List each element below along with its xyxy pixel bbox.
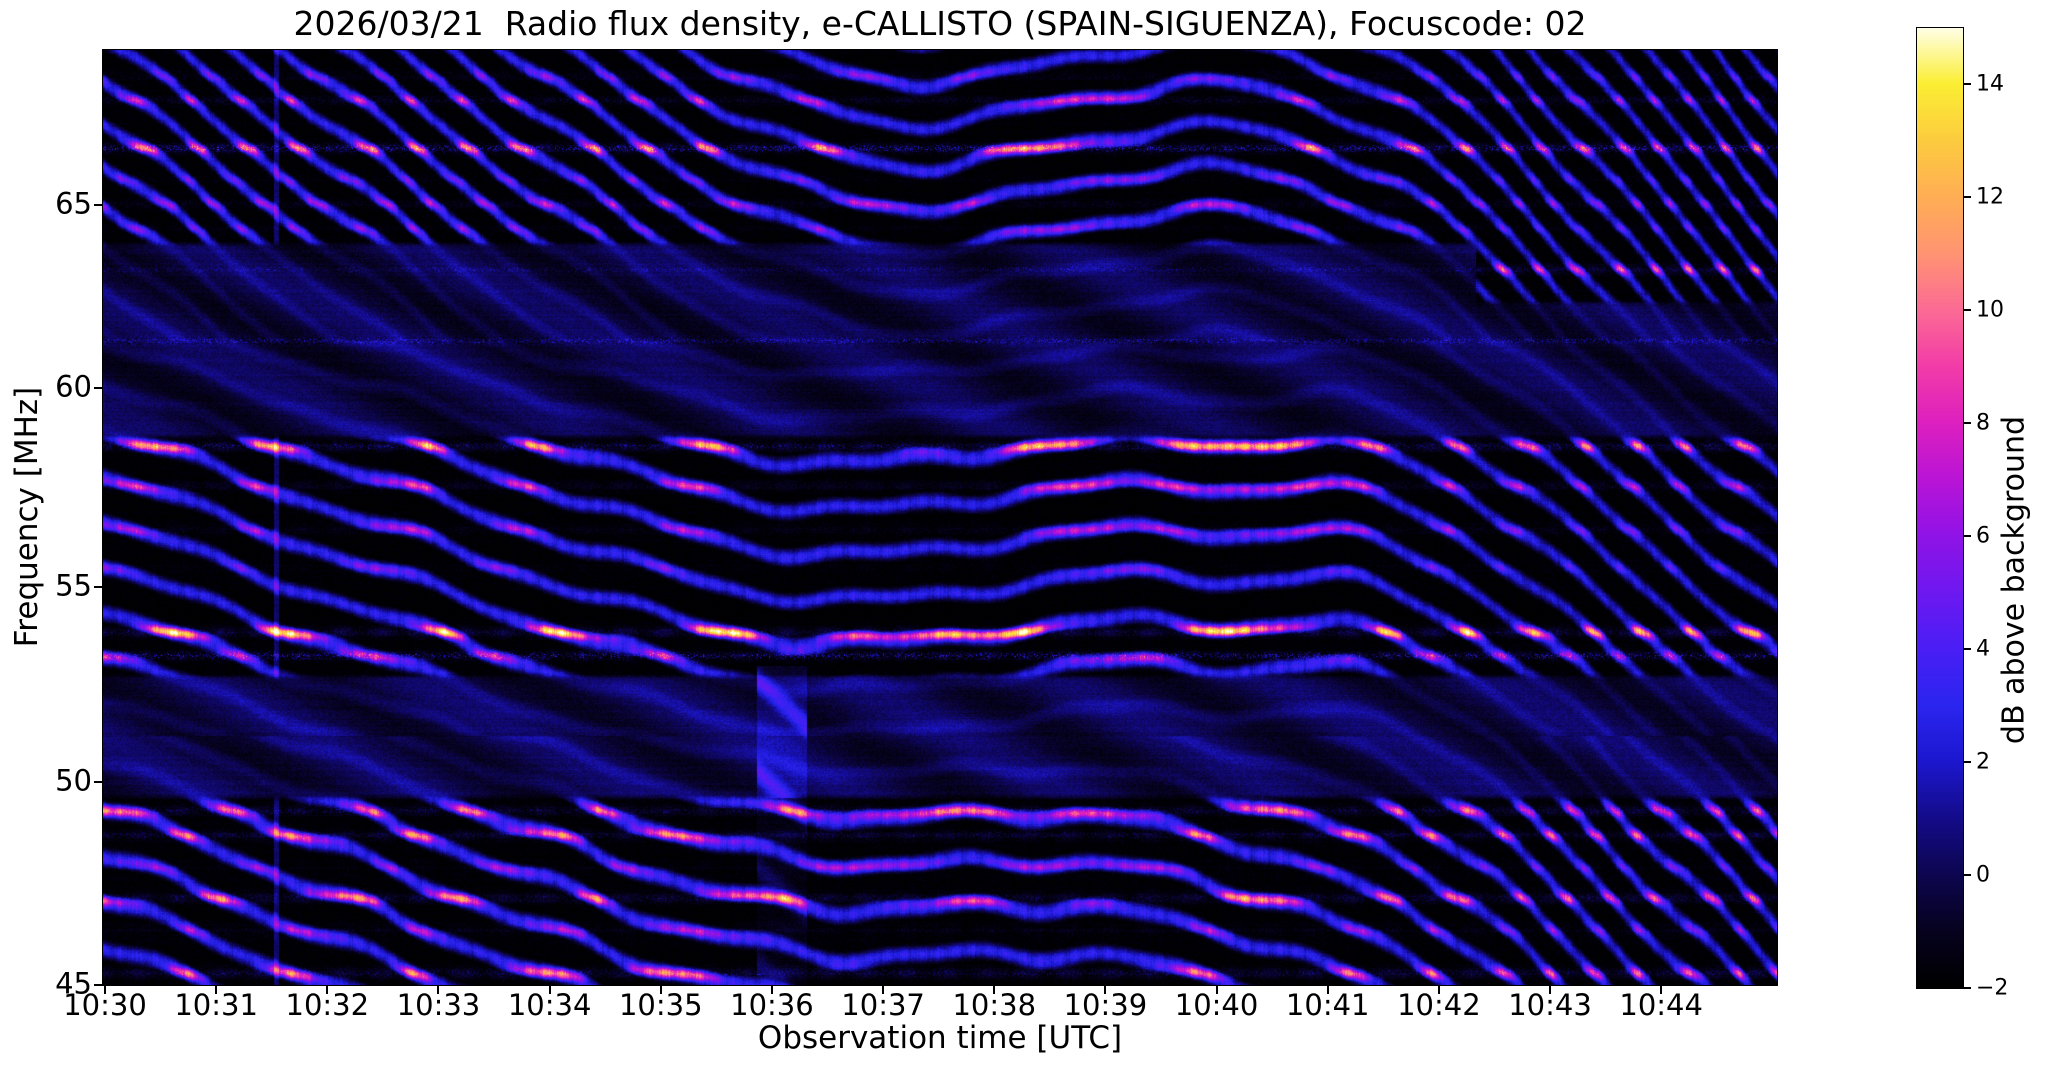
- x-tick-mark: [437, 985, 440, 994]
- x-tick-mark: [215, 985, 218, 994]
- colorbar-tick-mark: [1964, 874, 1971, 877]
- y-axis-label: Frequency [MHz]: [9, 386, 45, 648]
- chart-title: 2026/03/21 Radio flux density, e-CALLIST…: [293, 4, 1587, 43]
- colorbar-tick-label: 4: [1976, 636, 1990, 662]
- x-tick-mark: [1104, 985, 1107, 994]
- x-axis-label: Observation time [UTC]: [757, 1020, 1123, 1056]
- y-tick-mark: [94, 984, 103, 986]
- colorbar-tick-mark: [1964, 761, 1971, 764]
- colorbar-tick-mark: [1964, 309, 1971, 312]
- x-tick-label: 10:38: [952, 988, 1037, 1022]
- x-tick-label: 10:32: [285, 988, 370, 1022]
- colorbar-canvas: [1917, 28, 1963, 988]
- x-tick-label: 10:31: [174, 988, 258, 1022]
- spectrogram-canvas: [103, 50, 1777, 985]
- plot-area: [102, 49, 1778, 986]
- x-tick-mark: [993, 985, 996, 994]
- colorbar-tick-mark: [1964, 196, 1971, 199]
- colorbar-tick-label: 6: [1976, 523, 1990, 549]
- y-tick-label: 45: [55, 966, 92, 1001]
- x-tick-label: 10:35: [618, 988, 703, 1022]
- x-tick-mark: [659, 985, 662, 994]
- x-tick-mark: [104, 985, 106, 994]
- y-tick-label: 50: [55, 763, 92, 798]
- x-tick-mark: [1215, 985, 1218, 994]
- x-tick-label: 10:43: [1508, 988, 1592, 1022]
- y-tick-mark: [94, 586, 103, 588]
- x-tick-label: 10:37: [841, 988, 925, 1022]
- colorbar-tick-label: 12: [1976, 184, 2004, 210]
- colorbar-tick-label: 8: [1976, 410, 1990, 436]
- colorbar-tick-mark: [1964, 535, 1971, 538]
- y-tick-mark: [94, 204, 103, 206]
- x-tick-label: 10:41: [1285, 988, 1370, 1022]
- x-tick-mark: [1437, 985, 1440, 994]
- colorbar: [1916, 27, 1964, 989]
- x-tick-mark: [548, 985, 551, 994]
- y-tick-label: 55: [55, 568, 92, 603]
- colorbar-tick-mark: [1964, 422, 1971, 425]
- y-tick-label: 60: [55, 369, 92, 404]
- colorbar-label: dB above background: [1996, 415, 2032, 745]
- colorbar-tick-label: −2: [1976, 975, 2009, 1001]
- colorbar-tick-mark: [1964, 648, 1971, 651]
- x-tick-mark: [882, 985, 885, 994]
- x-tick-mark: [770, 985, 773, 994]
- colorbar-tick-label: 0: [1976, 862, 1990, 888]
- x-tick-mark: [326, 985, 329, 994]
- colorbar-tick-mark: [1964, 987, 1971, 989]
- x-tick-label: 10:34: [507, 988, 592, 1022]
- x-tick-label: 10:44: [1619, 988, 1703, 1022]
- colorbar-tick-label: 2: [1976, 749, 1990, 775]
- x-tick-label: 10:33: [396, 988, 481, 1022]
- x-tick-label: 10:39: [1063, 988, 1148, 1022]
- y-tick-mark: [94, 387, 103, 389]
- colorbar-tick-mark: [1964, 83, 1971, 86]
- x-tick-label: 10:30: [63, 988, 147, 1022]
- y-tick-label: 65: [55, 186, 92, 221]
- x-tick-label: 10:40: [1174, 988, 1259, 1022]
- x-tick-label: 10:42: [1397, 988, 1481, 1022]
- x-tick-mark: [1326, 985, 1329, 994]
- y-tick-mark: [94, 781, 103, 783]
- colorbar-tick-label: 14: [1976, 71, 2004, 97]
- x-tick-mark: [1660, 985, 1663, 994]
- x-tick-mark: [1549, 985, 1552, 994]
- colorbar-tick-label: 10: [1976, 297, 2004, 323]
- x-tick-label: 10:36: [730, 988, 814, 1022]
